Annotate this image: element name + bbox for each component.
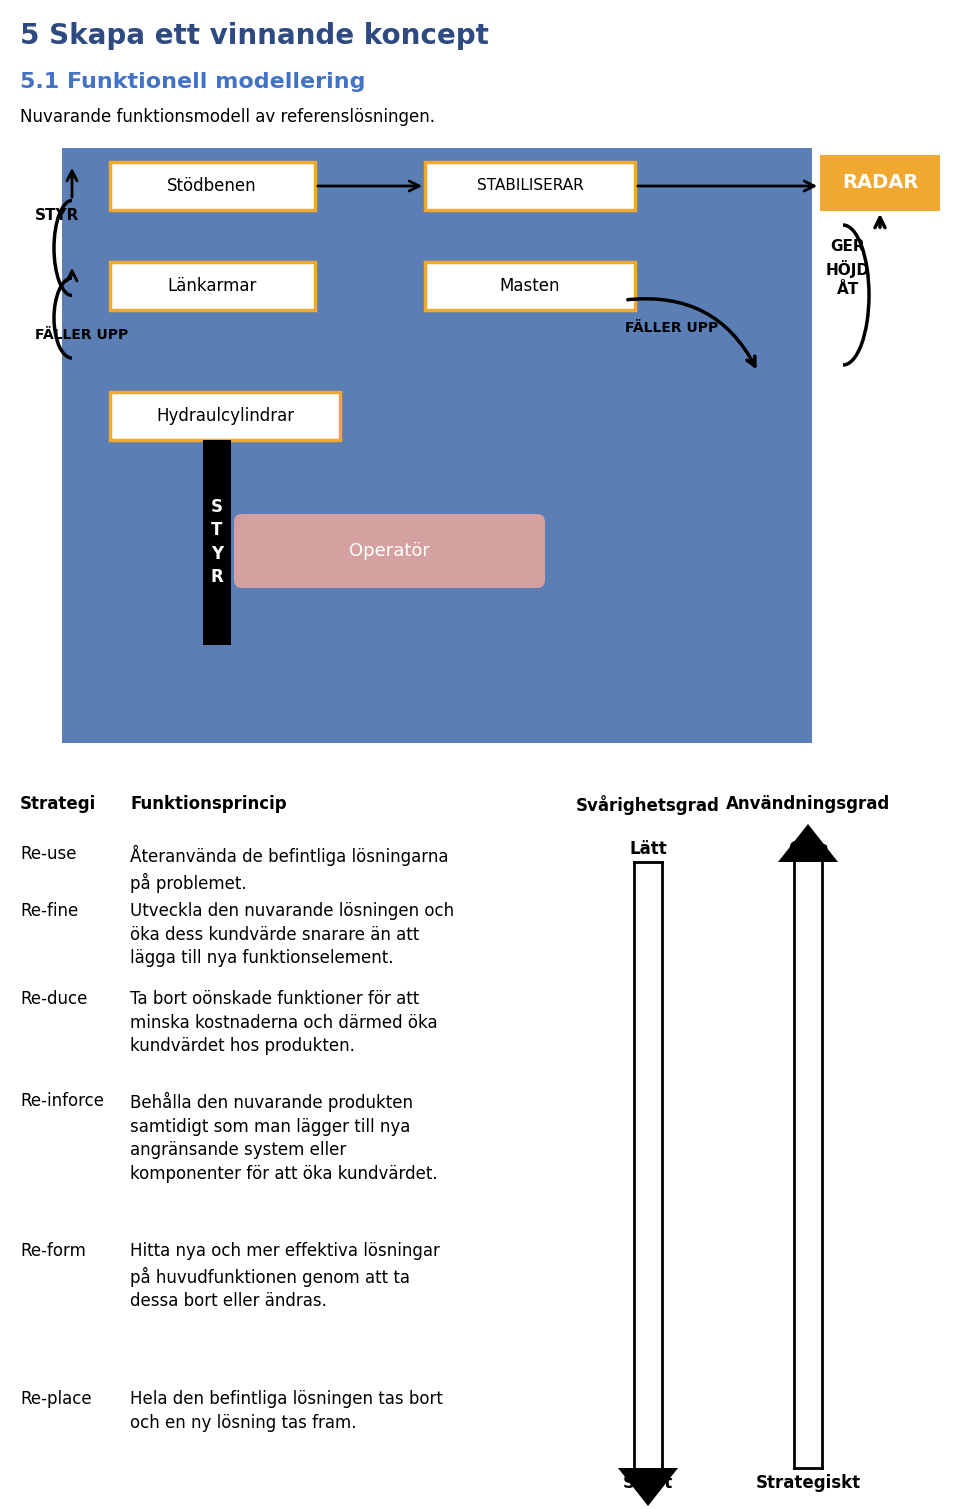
Text: Strategi: Strategi [20,795,96,813]
Bar [110,263,315,309]
Text: Ta bort oönskade funktioner för att
minska kostnaderna och därmed öka
kundvärdet: Ta bort oönskade funktioner för att mins… [130,990,438,1055]
Text: Svårighetsgrad: Svårighetsgrad [576,795,720,815]
Text: Länkarmar: Länkarmar [167,278,256,294]
Bar [110,392,340,441]
Text: Operatör: Operatör [349,542,430,560]
Text: Re-fine: Re-fine [20,902,79,920]
Bar [425,263,635,309]
Text: Funktionsprincip: Funktionsprincip [130,795,287,813]
Text: Ofta: Ofta [788,841,828,859]
Text: 5 Skapa ett vinnande koncept: 5 Skapa ett vinnande koncept [20,23,489,50]
Bar [110,161,315,210]
Text: STYR: STYR [35,208,80,222]
Text: Nuvarande funktionsmodell av referenslösningen.: Nuvarande funktionsmodell av referenslös… [20,109,435,125]
Text: Re-inforce: Re-inforce [20,1093,104,1111]
Text: RADAR: RADAR [842,174,918,193]
Text: 5.1 Funktionell modellering: 5.1 Funktionell modellering [20,72,366,92]
Text: S
T
Y
R: S T Y R [210,498,224,587]
Bar [820,155,940,211]
Bar [62,148,812,742]
Text: Hydraulcylindrar: Hydraulcylindrar [156,407,294,426]
Polygon shape [618,1468,678,1506]
Text: Utveckla den nuvarande lösningen och
öka dess kundvärde snarare än att
lägga til: Utveckla den nuvarande lösningen och öka… [130,902,454,967]
Text: GER
HÖJD
ÅT: GER HÖJD ÅT [826,238,870,297]
Text: Re-duce: Re-duce [20,990,87,1008]
FancyBboxPatch shape [234,515,545,589]
Text: Svårt: Svårt [623,1474,673,1492]
Bar [425,161,635,210]
Text: Masten: Masten [500,278,561,294]
Text: Behålla den nuvarande produkten
samtidigt som man lägger till nya
angränsande sy: Behålla den nuvarande produkten samtidig… [130,1093,438,1183]
Bar [203,441,231,644]
Text: FÄLLER UPP: FÄLLER UPP [35,327,129,343]
Text: Re-form: Re-form [20,1242,85,1260]
Text: Lätt: Lätt [629,841,667,859]
Text: Hela den befintliga lösningen tas bort
och en ny lösning tas fram.: Hela den befintliga lösningen tas bort o… [130,1390,443,1432]
Text: Strategiskt: Strategiskt [756,1474,860,1492]
Text: Återanvända de befintliga lösningarna
på problemet.: Återanvända de befintliga lösningarna på… [130,845,448,893]
Text: Hitta nya och mer effektiva lösningar
på huvudfunktionen genom att ta
dessa bort: Hitta nya och mer effektiva lösningar på… [130,1242,440,1310]
Polygon shape [778,824,838,862]
Text: Stödbenen: Stödbenen [167,177,257,195]
Text: FÄLLER UPP: FÄLLER UPP [625,321,719,335]
Text: Användningsgrad: Användningsgrad [726,795,890,813]
Text: STABILISERAR: STABILISERAR [476,178,584,193]
Text: Re-use: Re-use [20,845,77,863]
Text: Re-place: Re-place [20,1390,91,1408]
